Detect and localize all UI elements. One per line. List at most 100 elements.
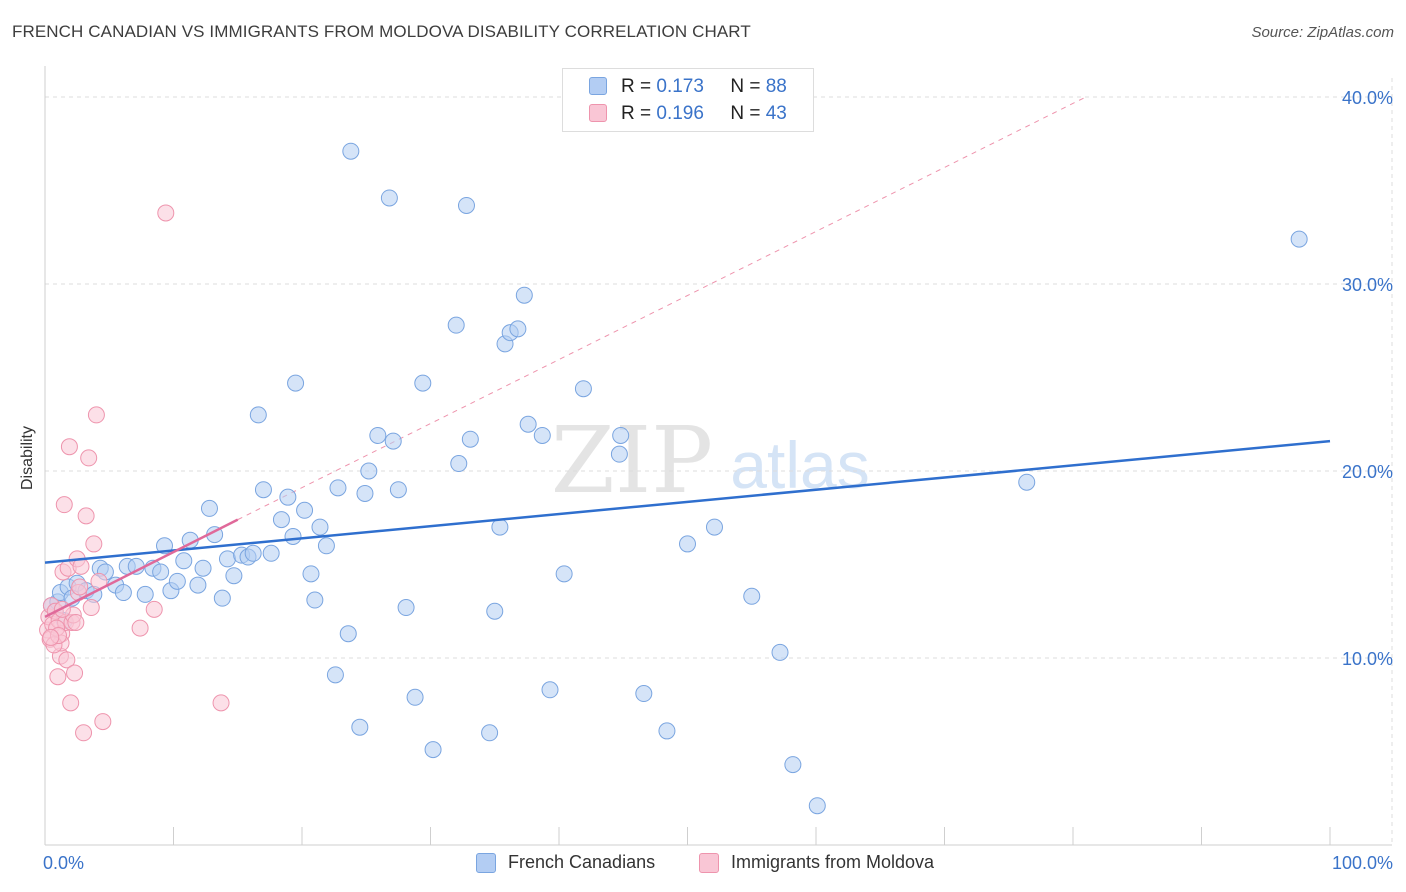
legend-swatch-pink — [699, 853, 719, 873]
point-french-canadian — [635, 685, 653, 703]
y-tick-label: 10.0% — [1342, 649, 1393, 669]
point-french-canadian — [541, 681, 559, 699]
trend-extension-moldova — [237, 96, 1087, 521]
trend-line-french-canadians — [44, 439, 1331, 564]
point-french-canadian — [771, 643, 789, 661]
legend-label-moldova: Immigrants from Moldova — [731, 852, 935, 872]
point-french-canadian — [380, 189, 398, 207]
point-french-canadian — [610, 445, 628, 463]
point-moldova — [145, 600, 163, 618]
legend-r-label: R = — [621, 103, 652, 124]
point-french-canadian — [152, 563, 170, 581]
point-moldova — [42, 628, 60, 646]
point-french-canadian — [743, 587, 761, 605]
point-french-canadian — [302, 565, 320, 583]
point-moldova — [85, 535, 103, 553]
point-french-canadian — [175, 552, 193, 570]
point-french-canadian — [389, 481, 407, 499]
point-french-canadian — [249, 406, 267, 424]
point-moldova — [60, 438, 78, 456]
trend-line-moldova — [44, 518, 239, 618]
point-french-canadian — [424, 741, 442, 759]
point-moldova — [49, 668, 67, 686]
x-tick-label-max: 100.0% — [1332, 853, 1393, 873]
legend-swatch-blue — [589, 77, 607, 95]
point-french-canadian — [356, 484, 374, 502]
point-moldova — [212, 694, 230, 712]
point-moldova — [77, 507, 95, 525]
point-moldova — [82, 599, 100, 617]
legend-n-label: N = — [730, 76, 761, 97]
point-french-canadian — [189, 576, 207, 594]
point-moldova — [71, 578, 89, 596]
point-french-canadian — [218, 550, 236, 568]
point-french-canadian — [414, 374, 432, 392]
legend-r-value-blue: 0.173 — [656, 76, 704, 97]
point-moldova — [80, 449, 98, 467]
point-french-canadian — [136, 585, 154, 603]
point-french-canadian — [397, 599, 415, 617]
point-french-canadian — [574, 380, 592, 398]
point-french-canadian — [555, 565, 573, 583]
legend-r-value-pink: 0.196 — [656, 103, 704, 124]
x-tick-label-min: 0.0% — [43, 853, 84, 873]
legend-swatch-pink — [589, 104, 607, 122]
point-french-canadian — [784, 756, 802, 774]
point-french-canadian — [384, 432, 402, 450]
point-french-canadian — [342, 142, 360, 160]
point-french-canadian — [612, 426, 630, 444]
point-french-canadian — [329, 479, 347, 497]
point-moldova — [157, 204, 175, 222]
point-french-canadian — [311, 518, 329, 536]
point-french-canadian — [450, 455, 468, 473]
point-french-canadian — [194, 559, 212, 577]
point-french-canadian — [369, 426, 387, 444]
point-french-canadian — [406, 688, 424, 706]
legend-n-value-pink: 43 — [765, 103, 787, 124]
point-moldova — [66, 664, 84, 682]
point-moldova — [67, 613, 85, 631]
point-french-canadian — [1290, 230, 1308, 248]
legend-swatch-blue — [476, 853, 496, 873]
point-french-canadian — [481, 724, 499, 742]
watermark-zip: ZIP — [551, 407, 713, 514]
watermark-atlas: atlas — [730, 428, 869, 502]
chart-title: FRENCH CANADIAN VS IMMIGRANTS FROM MOLDO… — [12, 22, 751, 41]
legend-r-label: R = — [621, 76, 652, 97]
point-french-canadian — [447, 316, 465, 334]
point-french-canadian — [351, 718, 369, 736]
point-french-canadian — [168, 572, 186, 590]
point-french-canadian — [486, 602, 504, 620]
point-french-canadian — [225, 567, 243, 585]
point-french-canadian — [279, 488, 297, 506]
point-french-canadian — [306, 591, 324, 609]
point-french-canadian — [360, 462, 378, 480]
point-french-canadian — [262, 544, 280, 562]
y-tick-label: 20.0% — [1342, 462, 1393, 482]
point-french-canadian — [317, 537, 335, 555]
point-french-canadian — [808, 797, 826, 815]
point-french-canadian — [200, 499, 218, 517]
series-legend: French Canadians Immigrants from Moldova — [0, 852, 1406, 876]
point-french-canadian — [515, 286, 533, 304]
point-french-canadian — [244, 544, 262, 562]
point-french-canadian — [213, 589, 231, 607]
point-moldova — [131, 619, 149, 637]
point-french-canadian — [272, 511, 290, 529]
point-french-canadian — [254, 481, 272, 499]
point-french-canadian — [491, 518, 509, 536]
y-tick-label: 40.0% — [1342, 88, 1393, 108]
point-french-canadian — [461, 430, 479, 448]
legend-n-label: N = — [730, 103, 761, 124]
point-moldova — [55, 496, 73, 514]
point-french-canadian — [326, 666, 344, 684]
correlation-legend: R = 0.173 N = 88 R = 0.196 N = 43 — [562, 68, 814, 132]
point-french-canadian — [287, 374, 305, 392]
point-moldova — [94, 713, 112, 731]
point-french-canadian — [509, 320, 527, 338]
point-french-canadian — [658, 722, 676, 740]
point-french-canadian — [519, 415, 537, 433]
point-moldova — [75, 724, 93, 742]
legend-label-french-canadians: French Canadians — [508, 852, 656, 872]
